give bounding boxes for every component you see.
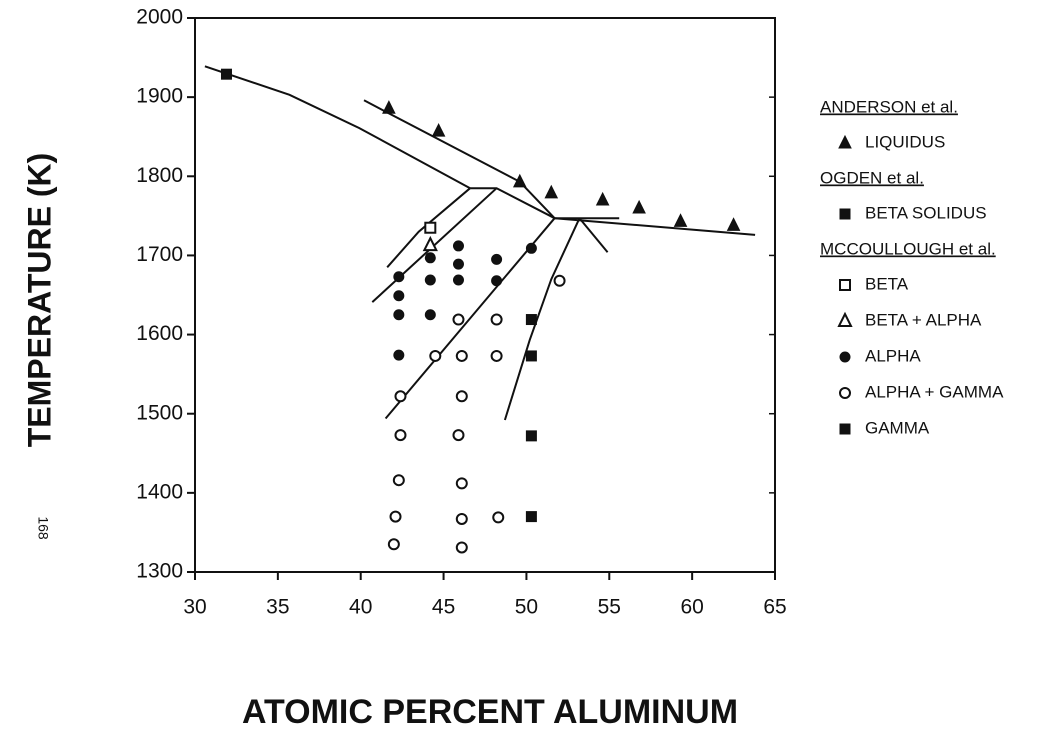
phase-boundary — [503, 217, 581, 421]
legend-label: BETA + ALPHA — [865, 310, 982, 329]
legend-swatch — [837, 311, 853, 327]
marker — [512, 173, 527, 188]
marker — [382, 100, 396, 114]
marker — [492, 511, 505, 524]
marker — [452, 274, 464, 286]
marker — [393, 271, 405, 283]
marker — [455, 512, 468, 525]
marker — [422, 235, 438, 252]
x-tick-label: 50 — [515, 596, 538, 619]
legend-label: ALPHA + GAMMA — [865, 382, 1004, 401]
marker — [393, 290, 405, 302]
marker — [452, 429, 465, 442]
marker — [455, 349, 468, 362]
x-tick-label: 45 — [432, 596, 455, 619]
marker — [424, 309, 436, 321]
y-tick-label: 1600 — [136, 322, 183, 345]
legend-label: LIQUIDUS — [865, 132, 945, 151]
marker — [544, 184, 559, 199]
legend-group-title: OGDEN et al. — [820, 168, 924, 187]
marker — [431, 123, 446, 137]
phase-boundary — [578, 217, 609, 253]
marker — [424, 274, 436, 286]
legend-swatch — [838, 134, 852, 149]
y-tick-label: 1800 — [136, 164, 183, 187]
marker — [389, 510, 402, 523]
marker — [387, 538, 400, 551]
legend-swatch — [839, 208, 851, 220]
marker — [553, 274, 566, 287]
legend-swatch — [839, 423, 851, 435]
x-axis-label: ATOMIC PERCENT ALUMINUM — [242, 693, 738, 729]
legend-group-title: ANDERSON et al. — [820, 97, 958, 116]
marker — [525, 511, 537, 523]
legend-label: BETA SOLIDUS — [865, 203, 987, 222]
x-tick-label: 40 — [349, 596, 372, 619]
y-axis-label: TEMPERATURE (K) — [21, 153, 57, 448]
y-tick-label: 1500 — [136, 401, 183, 424]
marker — [726, 217, 741, 231]
marker — [452, 240, 464, 252]
marker — [452, 258, 464, 270]
phase-boundary — [363, 99, 556, 219]
page-number: 168 — [35, 516, 51, 540]
phase-boundary — [384, 217, 556, 420]
marker — [595, 191, 610, 206]
marker — [673, 213, 688, 227]
phase-boundary — [554, 217, 756, 236]
legend-group-title: MCCOULLOUGH et al. — [820, 239, 996, 258]
marker — [392, 474, 405, 487]
marker — [393, 309, 405, 321]
marker — [394, 429, 407, 442]
phase-boundary — [386, 187, 471, 268]
marker — [393, 349, 405, 361]
y-tick-label: 2000 — [136, 6, 183, 29]
marker — [525, 430, 537, 442]
y-tick-label: 1900 — [136, 85, 183, 108]
legend-swatch — [839, 387, 851, 399]
marker — [452, 313, 465, 326]
legend-label: GAMMA — [865, 418, 930, 437]
y-tick-label: 1300 — [136, 560, 183, 583]
plot-frame — [194, 17, 776, 573]
x-tick-label: 55 — [598, 596, 621, 619]
marker — [525, 314, 537, 326]
y-tick-label: 1700 — [136, 243, 183, 266]
marker — [455, 390, 468, 403]
marker — [491, 275, 503, 287]
marker — [525, 350, 537, 362]
phase-boundary — [204, 65, 471, 190]
marker — [632, 199, 646, 214]
x-tick-label: 65 — [763, 596, 786, 619]
legend-swatch — [839, 351, 851, 363]
y-tick-label: 1400 — [136, 480, 183, 503]
marker — [455, 541, 468, 554]
phase-boundary — [470, 187, 556, 220]
marker — [490, 349, 503, 362]
legend-swatch — [839, 279, 851, 291]
legend-label: BETA — [865, 274, 909, 293]
marker — [394, 390, 407, 403]
marker — [491, 253, 503, 265]
x-tick-label: 60 — [680, 596, 703, 619]
marker — [490, 313, 503, 326]
marker — [424, 221, 437, 234]
marker — [429, 349, 442, 362]
x-tick-label: 35 — [266, 596, 289, 619]
legend-label: ALPHA — [865, 346, 921, 365]
marker — [424, 252, 436, 264]
x-tick-label: 30 — [183, 596, 206, 619]
marker — [525, 242, 537, 254]
marker — [455, 477, 468, 490]
marker — [220, 68, 232, 80]
